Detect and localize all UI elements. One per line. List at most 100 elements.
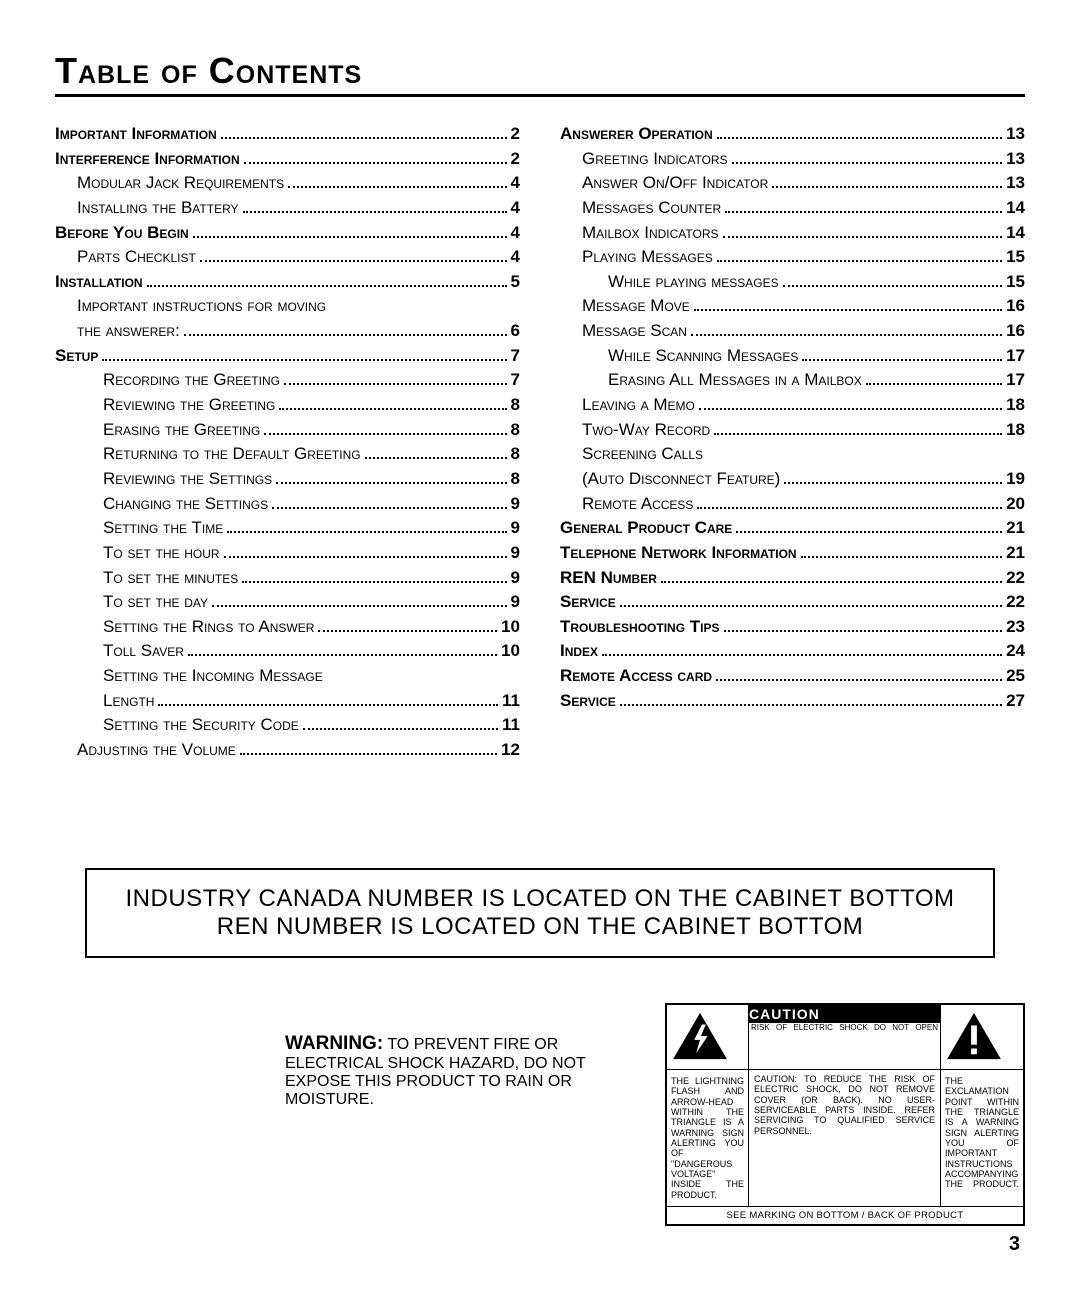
toc-page: 14	[1006, 196, 1025, 221]
toc-label: Mailbox Indicators	[560, 221, 719, 246]
caution-header: CAUTION	[749, 1005, 940, 1023]
toc-page: 13	[1006, 147, 1025, 172]
toc-row: Length11	[55, 689, 520, 714]
exclaim-triangle-cell	[941, 1005, 1023, 1069]
toc-label: Setting the Time	[55, 516, 223, 541]
toc-row: Erasing All Messages in a Mailbox17	[560, 368, 1025, 393]
toc-label: To set the minutes	[55, 566, 238, 591]
toc-page: 24	[1006, 639, 1025, 664]
toc-row: Answer On/Off Indicator13	[560, 171, 1025, 196]
toc-label: Setting the Security Code	[55, 713, 299, 738]
toc-page: 19	[1006, 467, 1025, 492]
toc-label: Greeting Indicators	[560, 147, 728, 172]
toc-row: Important Information2	[55, 122, 520, 147]
toc-page: 10	[501, 639, 520, 664]
toc-label: Screening Calls	[560, 442, 703, 467]
toc-leader	[264, 433, 506, 435]
toc-leader	[699, 408, 1002, 410]
toc-page: 9	[511, 566, 520, 591]
toc-row: (Auto Disconnect Feature) 19	[560, 467, 1025, 492]
toc-leader	[276, 482, 506, 484]
toc-page: 2	[511, 147, 520, 172]
toc-page: 21	[1006, 541, 1025, 566]
toc-row: Changing the Settings9	[55, 492, 520, 517]
toc-leader	[188, 654, 497, 656]
toc-row: Reviewing the Greeting8	[55, 393, 520, 418]
toc-page: 21	[1006, 516, 1025, 541]
toc-row: Messages Counter14	[560, 196, 1025, 221]
toc-row: Erasing the Greeting8	[55, 418, 520, 443]
toc-row: Recording the Greeting7	[55, 368, 520, 393]
toc-leader	[272, 507, 506, 509]
toc-leader	[158, 704, 498, 706]
toc-page: 20	[1006, 492, 1025, 517]
toc-leader	[240, 753, 497, 755]
caution-mid-top: CAUTION RISK OF ELECTRIC SHOCK DO NOT OP…	[749, 1005, 941, 1069]
toc-col-left: Important Information2Interference Infor…	[55, 122, 520, 763]
toc-label: Telephone Network Information	[560, 541, 797, 566]
toc-label: Important instructions for moving	[55, 294, 326, 319]
toc-label: Setting the Incoming Message	[55, 664, 323, 689]
toc-leader	[193, 236, 507, 238]
toc-row: While Scanning Messages17	[560, 344, 1025, 369]
toc-leader	[801, 556, 1002, 558]
toc-label: Length	[55, 689, 154, 714]
toc-row: Parts Checklist4	[55, 245, 520, 270]
toc-label: Index	[560, 639, 598, 664]
toc-page: 15	[1006, 245, 1025, 270]
toc-row: Installing the Battery4	[55, 196, 520, 221]
toc-label: Erasing the Greeting	[55, 418, 260, 443]
toc-page: 5	[511, 270, 520, 295]
toc-leader	[802, 359, 1002, 361]
toc-page: 18	[1006, 418, 1025, 443]
toc-label: Answer On/Off Indicator	[560, 171, 768, 196]
notice-line2: REN NUMBER IS LOCATED ON THE CABINET BOT…	[107, 913, 973, 941]
toc-row: Important instructions for moving	[55, 294, 520, 319]
toc-leader	[212, 605, 507, 607]
toc-page: 4	[511, 245, 520, 270]
caution-mid-text: CAUTION: TO REDUCE THE RISK OF ELECTRIC …	[749, 1070, 941, 1206]
toc-page: 25	[1006, 664, 1025, 689]
toc-leader	[694, 309, 1002, 311]
toc-leader	[717, 260, 1002, 262]
toc-label: Answerer Operation	[560, 122, 713, 147]
lightning-icon	[671, 1011, 729, 1061]
toc-row: To set the day9	[55, 590, 520, 615]
toc-leader	[200, 260, 507, 262]
toc-row: Message Move16	[560, 294, 1025, 319]
toc-leader	[102, 359, 506, 361]
toc-page: 8	[511, 393, 520, 418]
toc-leader	[243, 211, 507, 213]
toc-row: Toll Saver10	[55, 639, 520, 664]
bottom-section: WARNING: TO PREVENT FIRE OR ELECTRICAL S…	[55, 1003, 1025, 1226]
toc-label: Important Information	[55, 122, 217, 147]
toc-row: Before You Begin4	[55, 221, 520, 246]
toc-leader	[736, 531, 1002, 533]
toc-label: REN Number	[560, 566, 657, 591]
toc-row: Modular Jack Requirements4	[55, 171, 520, 196]
toc-label: Message Move	[560, 294, 690, 319]
toc-label: Reviewing the Settings	[55, 467, 272, 492]
toc-row: Playing Messages15	[560, 245, 1025, 270]
toc-label: General Product Care	[560, 516, 732, 541]
toc-row: Answerer Operation13	[560, 122, 1025, 147]
toc-page: 14	[1006, 221, 1025, 246]
toc-leader	[227, 531, 506, 533]
toc-label: (Auto Disconnect Feature)	[560, 467, 780, 492]
toc-row: Screening Calls	[560, 442, 1025, 467]
toc-row: Installation5	[55, 270, 520, 295]
toc-col-right: Answerer Operation13Greeting Indicators1…	[560, 122, 1025, 763]
toc-row: To set the hour9	[55, 541, 520, 566]
toc-page: 15	[1006, 270, 1025, 295]
toc-label: Service	[560, 689, 616, 714]
toc-leader	[242, 581, 506, 583]
toc-leader	[288, 186, 506, 188]
toc-page: 8	[511, 467, 520, 492]
caution-foot: SEE MARKING ON BOTTOM / BACK OF PRODUCT	[667, 1206, 1023, 1224]
toc-label: Leaving a Memo	[560, 393, 695, 418]
toc-row: Setting the Security Code11	[55, 713, 520, 738]
toc-page: 9	[511, 516, 520, 541]
toc-page: 22	[1006, 566, 1025, 591]
exclaim-icon	[945, 1011, 1003, 1061]
toc-row: Leaving a Memo18	[560, 393, 1025, 418]
